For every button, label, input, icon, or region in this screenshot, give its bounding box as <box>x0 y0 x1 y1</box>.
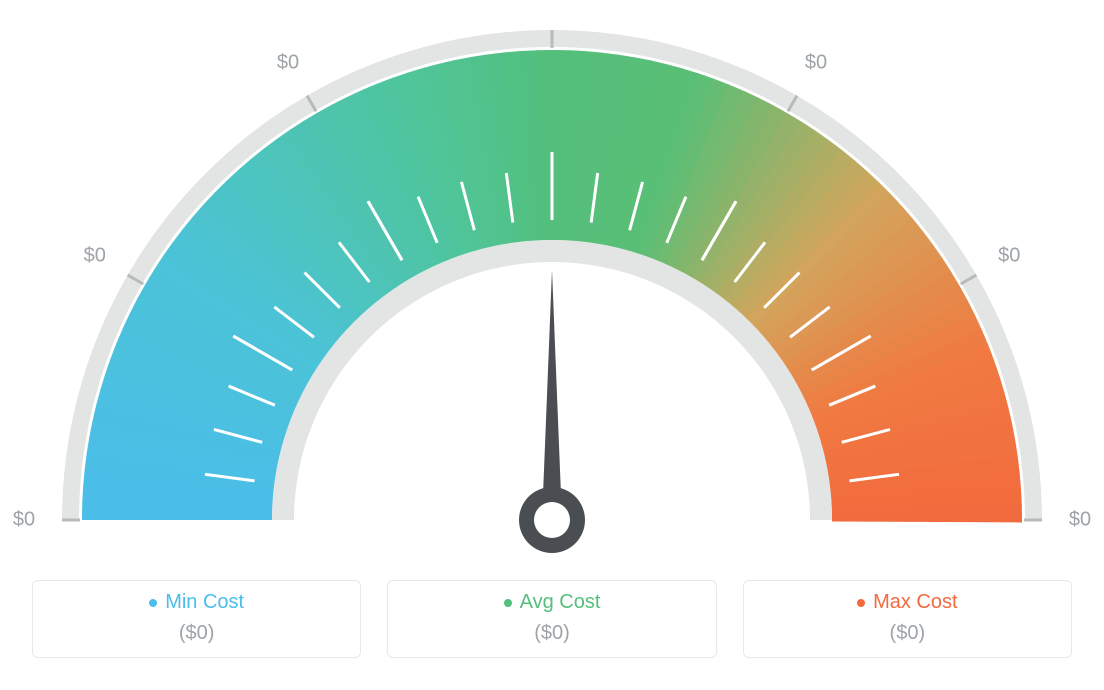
gauge-svg <box>52 20 1052 575</box>
legend-card-min: Min Cost ($0) <box>32 580 361 658</box>
gauge-tick-label: $0 <box>13 509 35 532</box>
legend-title-avg: Avg Cost <box>504 591 601 614</box>
legend-value: ($0) <box>744 622 1071 645</box>
gauge-tick-label: $0 <box>84 245 106 268</box>
legend-card-avg: Avg Cost ($0) <box>387 580 716 658</box>
dot-icon <box>504 599 512 607</box>
legend-value: ($0) <box>388 622 715 645</box>
dot-icon <box>149 599 157 607</box>
gauge-tick-label: $0 <box>541 0 563 4</box>
legend-row: Min Cost ($0) Avg Cost ($0) Max Cost ($0… <box>32 580 1072 658</box>
legend-card-max: Max Cost ($0) <box>743 580 1072 658</box>
legend-label: Max Cost <box>873 591 957 614</box>
gauge-tick-label: $0 <box>805 51 827 74</box>
gauge-tick-label: $0 <box>998 245 1020 268</box>
gauge-tick-label: $0 <box>1069 509 1091 532</box>
legend-value: ($0) <box>33 622 360 645</box>
gauge-chart: $0$0$0$0$0$0$0 <box>52 20 1052 575</box>
legend-label: Min Cost <box>165 591 244 614</box>
legend-label: Avg Cost <box>520 591 601 614</box>
dot-icon <box>857 599 865 607</box>
gauge-tick-label: $0 <box>277 51 299 74</box>
cost-gauge-container: $0 $0 $0 $0 $0 $0 $0 Min Cost ($0) Avg Cost ($… <box>0 0 1104 690</box>
legend-title-max: Max Cost <box>857 591 957 614</box>
legend-title-min: Min Cost <box>149 591 244 614</box>
